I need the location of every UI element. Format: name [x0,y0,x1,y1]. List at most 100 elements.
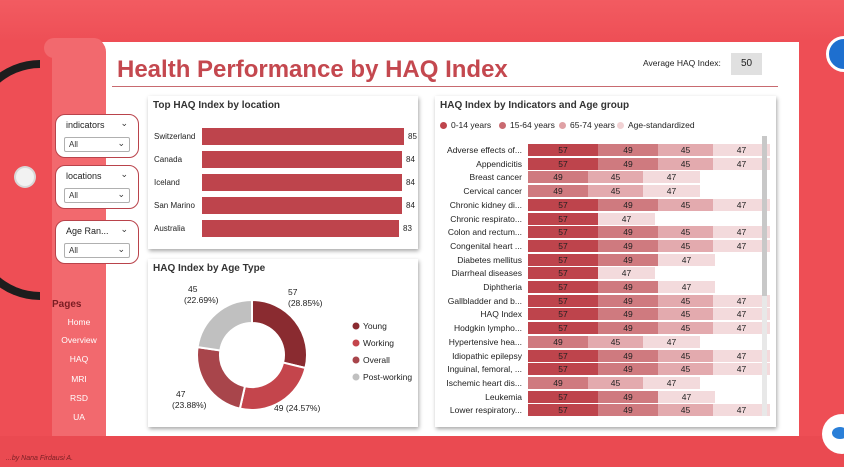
indicator-segment[interactable]: 47 [598,267,655,280]
indicator-segment[interactable]: 47 [713,239,770,252]
indicator-row[interactable]: Chronic kidney di... 57 49 45 47 [435,198,775,211]
location-bar[interactable] [202,220,399,237]
indicator-segment[interactable]: 49 [528,185,588,198]
indicator-segment[interactable]: 57 [528,404,598,417]
indicator-row[interactable]: Idiopathic epilepsy 57 49 45 47 [435,349,775,362]
indicator-segment[interactable]: 45 [658,404,713,417]
nav-item-rsd[interactable]: RSD [70,393,88,403]
indicator-row[interactable]: Diarrheal diseases 57 47 [435,267,775,280]
indicator-segment[interactable]: 57 [528,349,598,362]
indicator-row[interactable]: Chronic respirato... 57 47 [435,212,775,225]
indicator-segment[interactable]: 47 [658,390,715,403]
indicator-segment[interactable]: 57 [528,198,598,211]
indicator-segment[interactable]: 57 [528,157,598,170]
indicator-row[interactable]: Diphtheria 57 49 47 [435,281,775,293]
legend-label[interactable]: Overall [363,355,390,365]
indicator-segment[interactable]: 47 [643,335,700,348]
indicator-row[interactable]: Hodgkin lympho... 57 49 45 47 [435,322,775,335]
indicator-row[interactable]: Congenital heart ... 57 49 45 47 [435,239,775,252]
legend-label[interactable]: Working [363,338,394,348]
indicator-segment[interactable]: 57 [528,267,598,280]
indicator-segment[interactable]: 47 [643,185,700,198]
indicator-segment[interactable]: 45 [588,335,643,348]
indicator-segment[interactable]: 49 [598,390,658,403]
indicator-segment[interactable]: 49 [598,349,658,362]
indicator-segment[interactable]: 47 [713,157,770,170]
indicators-legend-item[interactable]: 15-64 years [499,120,555,130]
indicator-segment[interactable]: 57 [528,253,598,266]
indicator-segment[interactable]: 47 [713,198,770,211]
indicator-segment[interactable]: 47 [713,404,770,417]
indicator-segment[interactable]: 49 [598,363,658,376]
locations-filter[interactable]: locations ⌄ All ⌄ [55,165,139,209]
chat-icon[interactable] [822,414,844,454]
location-bar-row[interactable]: San Marino 84 [148,197,428,215]
indicator-segment[interactable]: 49 [528,376,588,389]
indicator-segment[interactable]: 47 [713,226,770,239]
indicator-segment[interactable]: 49 [598,226,658,239]
indicator-segment[interactable]: 45 [588,171,643,184]
chevron-down-icon[interactable]: ⌄ [120,118,128,128]
indicator-segment[interactable]: 57 [528,144,598,156]
donut-slice-young[interactable] [251,298,308,370]
indicator-segment[interactable]: 49 [598,404,658,417]
location-bar-row[interactable]: Iceland 84 [148,174,428,192]
indicator-segment[interactable]: 49 [598,308,658,321]
indicator-row[interactable]: Diabetes mellitus 57 49 47 [435,253,775,266]
location-bar-row[interactable]: Australia 83 [148,220,428,238]
chevron-down-icon[interactable]: ⌄ [120,224,128,234]
indicators-legend-item[interactable]: 65-74 years [559,120,615,130]
indicator-segment[interactable]: 49 [598,281,658,293]
indicator-segment[interactable]: 45 [658,226,713,239]
indicator-row[interactable]: Leukemia 57 49 47 [435,390,775,403]
indicator-segment[interactable]: 57 [528,308,598,321]
indicators-dropdown[interactable]: All ⌄ [64,137,130,152]
indicator-row[interactable]: Breast cancer 49 45 47 [435,171,775,184]
indicator-row[interactable]: Ischemic heart dis... 49 45 47 [435,376,775,389]
indicator-segment[interactable]: 47 [643,171,700,184]
indicator-row[interactable]: Inguinal, femoral, ... 57 49 45 47 [435,363,775,376]
nav-item-overview[interactable]: Overview [61,335,97,345]
legend-label[interactable]: Young [363,321,387,331]
indicator-segment[interactable]: 49 [598,294,658,307]
indicator-segment[interactable]: 57 [528,322,598,335]
indicators-legend-item[interactable]: 0-14 years [440,120,491,130]
indicator-row[interactable]: Hypertensive hea... 49 45 47 [435,335,775,348]
nav-item-ua[interactable]: UA [73,412,85,422]
indicator-row[interactable]: Lower respiratory... 57 49 45 47 [435,404,775,417]
indicator-segment[interactable]: 45 [658,198,713,211]
indicator-segment[interactable]: 45 [588,376,643,389]
locations-dropdown[interactable]: All ⌄ [64,188,130,203]
indicator-segment[interactable]: 45 [658,363,713,376]
indicator-segment[interactable]: 49 [598,239,658,252]
indicator-segment[interactable]: 49 [598,157,658,170]
indicator-segment[interactable]: 45 [658,308,713,321]
indicator-segment[interactable]: 47 [713,349,770,362]
indicator-segment[interactable]: 57 [528,239,598,252]
location-bar[interactable] [202,197,402,214]
indicator-row[interactable]: Gallbladder and b... 57 49 45 47 [435,294,775,307]
location-bar-row[interactable]: Canada 84 [148,151,428,169]
indicator-segment[interactable]: 47 [643,376,700,389]
indicator-row[interactable]: Adverse effects of... 57 49 45 47 [435,144,775,156]
indicator-segment[interactable]: 49 [598,322,658,335]
chevron-down-icon[interactable]: ⌄ [120,169,128,179]
nav-item-haq[interactable]: HAQ [69,354,89,364]
indicator-row[interactable]: Colon and rectum... 57 49 45 47 [435,226,775,239]
indicator-segment[interactable]: 47 [658,253,715,266]
indicator-segment[interactable]: 47 [713,322,770,335]
indicator-segment[interactable]: 45 [658,144,713,156]
indicator-segment[interactable]: 47 [713,144,770,156]
indicator-segment[interactable]: 57 [528,390,598,403]
indicator-segment[interactable]: 47 [598,212,655,225]
indicator-segment[interactable]: 45 [658,349,713,362]
indicator-segment[interactable]: 49 [598,198,658,211]
indicator-segment[interactable]: 47 [658,281,715,293]
age-range-filter[interactable]: Age Ran... ⌄ All ⌄ [55,220,139,264]
location-bar[interactable] [202,174,402,191]
indicator-segment[interactable]: 57 [528,363,598,376]
indicator-segment[interactable]: 57 [528,281,598,293]
indicator-segment[interactable]: 49 [598,144,658,156]
location-bar[interactable] [202,151,402,168]
indicator-row[interactable]: HAQ Index 57 49 45 47 [435,308,775,321]
